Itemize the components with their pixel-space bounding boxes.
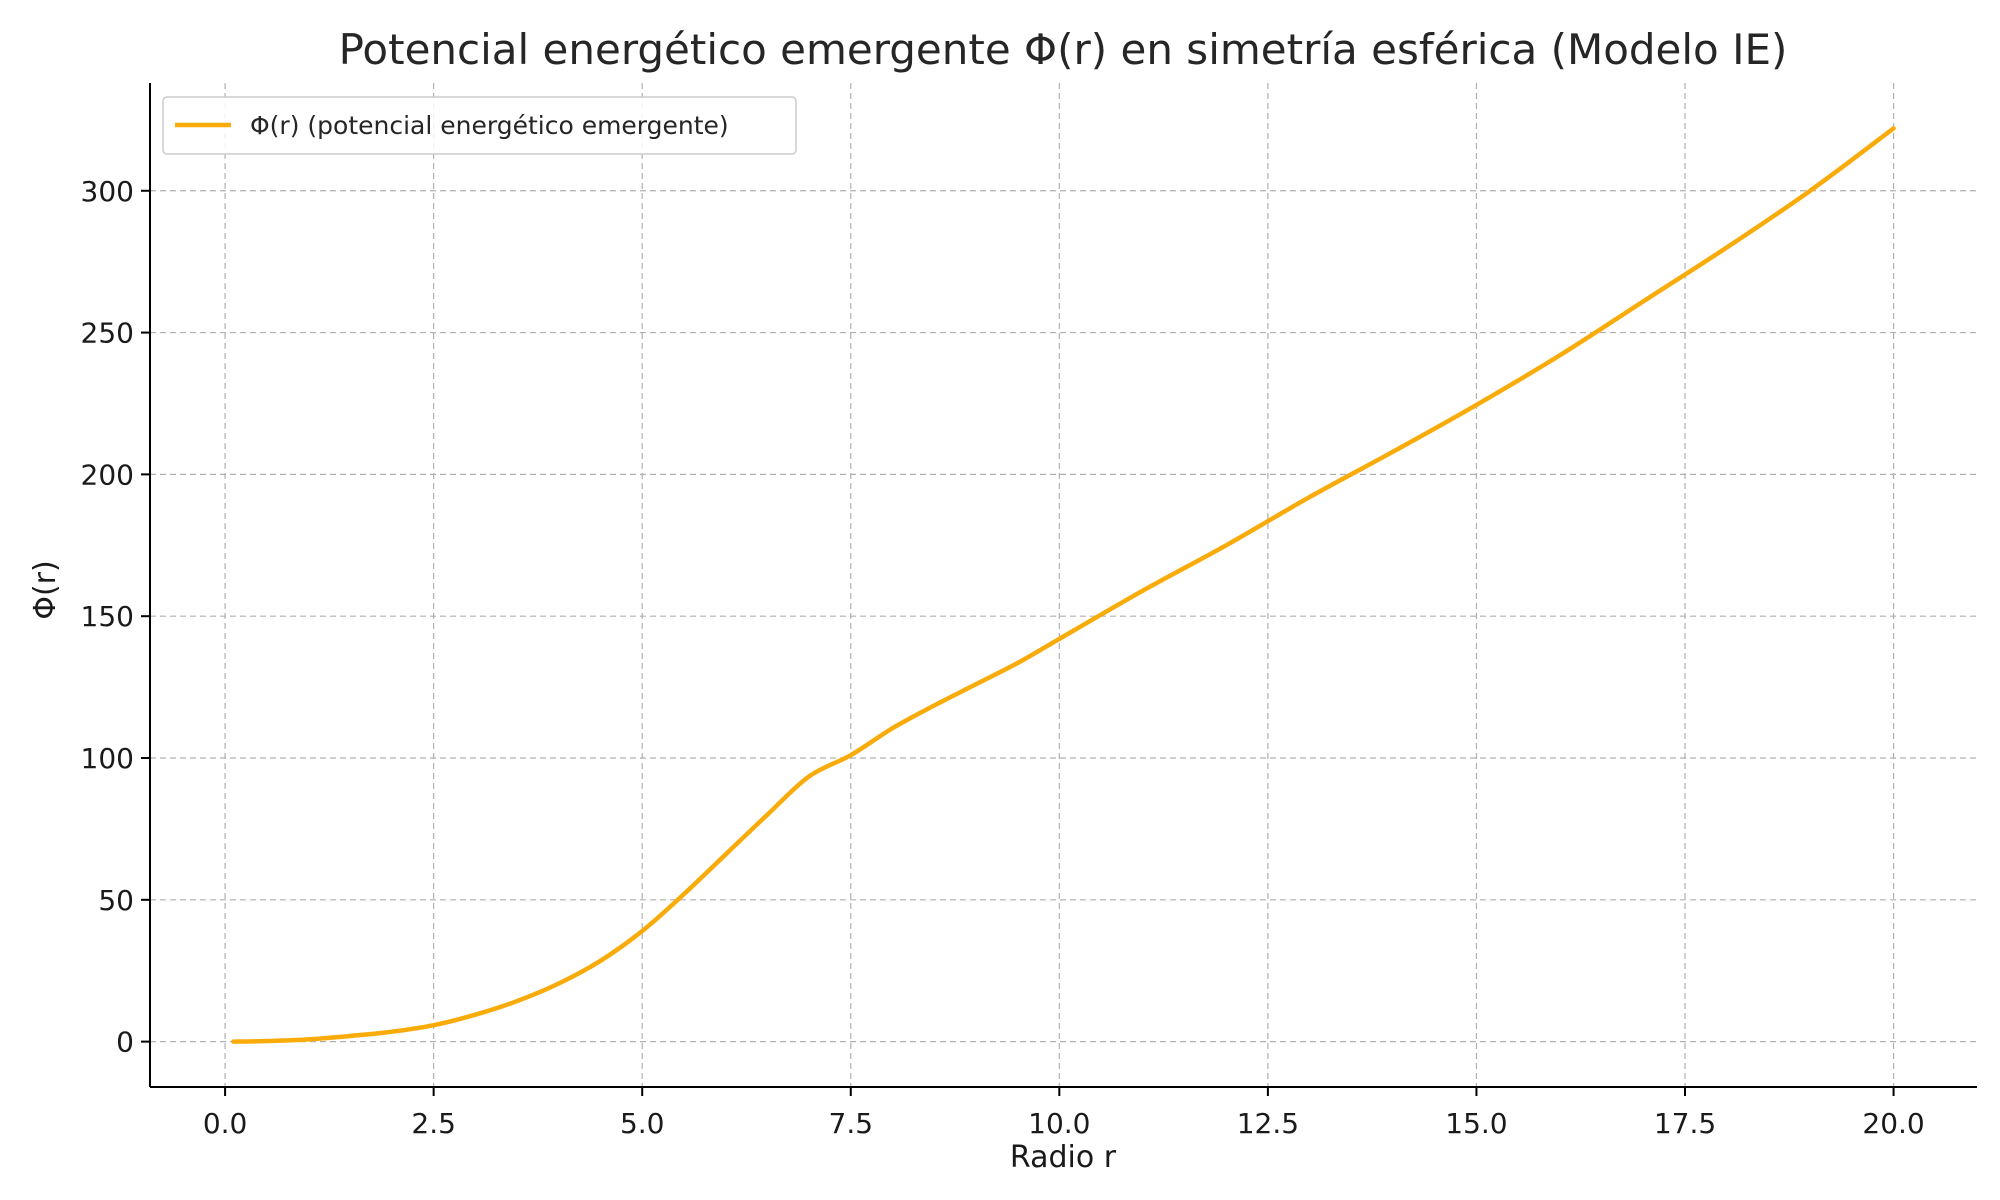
x-tick-label: 17.5 <box>1654 1107 1716 1140</box>
x-tick-label: 10.0 <box>1028 1107 1090 1140</box>
x-tick-label: 5.0 <box>620 1107 665 1140</box>
y-axis-ticks: 0 50 100 150 200 250 300 <box>81 175 150 1059</box>
y-tick-label: 0 <box>116 1026 134 1059</box>
series-layer <box>231 126 1896 1044</box>
y-tick-label: 200 <box>81 458 134 491</box>
legend-label: Φ(r) (potencial energético emergente) <box>250 111 729 140</box>
x-tick-label: 2.5 <box>411 1107 456 1140</box>
legend-box <box>162 96 797 155</box>
series-line <box>231 126 1896 1044</box>
y-tick-label: 300 <box>81 175 134 208</box>
x-tick-label: 20.0 <box>1862 1107 1924 1140</box>
y-gridlines <box>150 190 1977 1043</box>
legend: Φ(r) (potencial energético emergente) <box>162 96 797 155</box>
x-tick-label: 15.0 <box>1445 1107 1507 1140</box>
y-tick-label: 50 <box>98 884 134 917</box>
x-gridlines <box>224 83 1895 1087</box>
x-tick-label: 7.5 <box>829 1107 874 1140</box>
x-axis-ticks: 0.0 2.5 5.0 7.5 10.0 12.5 15.0 17.5 20.0 <box>203 1087 1925 1140</box>
y-tick-label: 150 <box>81 600 134 633</box>
chart-title: Potencial energético emergente Φ(r) en s… <box>339 25 1788 74</box>
y-tick-label: 100 <box>81 742 134 775</box>
x-tick-label: 12.5 <box>1237 1107 1299 1140</box>
x-axis-label: Radio r <box>1010 1140 1117 1175</box>
x-tick-label: 0.0 <box>203 1107 248 1140</box>
y-axis-label: Φ(r) <box>28 560 63 619</box>
y-tick-label: 250 <box>81 317 134 350</box>
